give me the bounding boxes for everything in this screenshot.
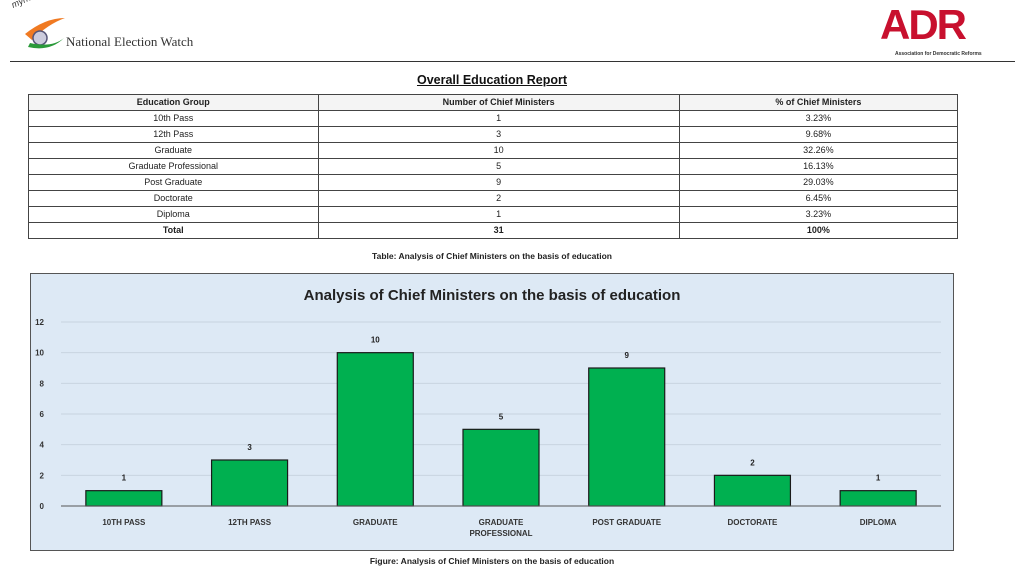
bar <box>839 490 917 507</box>
x-tick-label: 10TH PASS <box>102 518 146 527</box>
bar <box>85 490 163 507</box>
x-tick-label: DIPLOMA <box>860 518 897 527</box>
table-row: Doctorate 2 6.45% <box>28 190 959 207</box>
data-label: 9 <box>624 351 629 360</box>
bar <box>336 352 414 507</box>
bar <box>210 459 289 507</box>
y-tick-label: 4 <box>40 441 45 450</box>
header-divider <box>10 61 1015 62</box>
table-row: 10th Pass 1 3.23% <box>28 110 959 127</box>
adr-logo: ADR <box>880 1 967 48</box>
table-row: 12th Pass 3 9.68% <box>28 126 959 143</box>
total-cell: 100% <box>678 222 959 239</box>
bar <box>462 428 540 507</box>
education-table: Education Group Number of Chief Minister… <box>28 94 959 239</box>
col-header: Education Group <box>28 94 319 111</box>
y-tick-label: 12 <box>35 318 44 327</box>
new-logo-swoosh <box>25 18 65 49</box>
y-tick-label: 8 <box>40 379 45 388</box>
total-row: Total 31 100% <box>28 222 959 239</box>
figure-caption: Figure: Analysis of Chief Ministers on t… <box>369 556 615 566</box>
y-tick-label: 0 <box>40 502 45 511</box>
y-tick-label: 2 <box>40 471 45 480</box>
x-tick-label: DOCTORATE <box>727 518 778 527</box>
bar <box>713 474 792 507</box>
data-label: 10 <box>371 336 380 345</box>
y-tick-label: 10 <box>35 349 44 358</box>
table-caption: Table: Analysis of Chief Ministers on th… <box>372 251 612 261</box>
total-cell: 31 <box>317 222 680 239</box>
table-row: Diploma 1 3.23% <box>28 206 959 223</box>
data-label: 5 <box>499 412 504 421</box>
data-label: 2 <box>750 458 755 467</box>
national-election-watch-logo: National Election Watch <box>66 34 194 49</box>
x-tick-label: 12TH PASS <box>228 518 272 527</box>
x-tick-label: GRADUATE PROFESSIONAL <box>469 518 532 538</box>
bar <box>588 367 666 507</box>
table-row: Post Graduate 9 29.03% <box>28 174 959 191</box>
data-label: 1 <box>876 474 881 483</box>
x-tick-label: GRADUATE <box>353 518 398 527</box>
adr-logo-subtitle: Association for Democratic Reforms <box>895 51 982 57</box>
y-tick-label: 6 <box>40 410 45 419</box>
chart-title: Analysis of Chief Ministers on the basis… <box>304 287 681 304</box>
report-title: Overall Education Report <box>416 73 568 87</box>
table-row: Graduate 10 32.26% <box>28 142 959 159</box>
data-label: 1 <box>122 474 127 483</box>
x-tick-label: POST GRADUATE <box>592 518 661 527</box>
data-label: 3 <box>247 443 252 452</box>
